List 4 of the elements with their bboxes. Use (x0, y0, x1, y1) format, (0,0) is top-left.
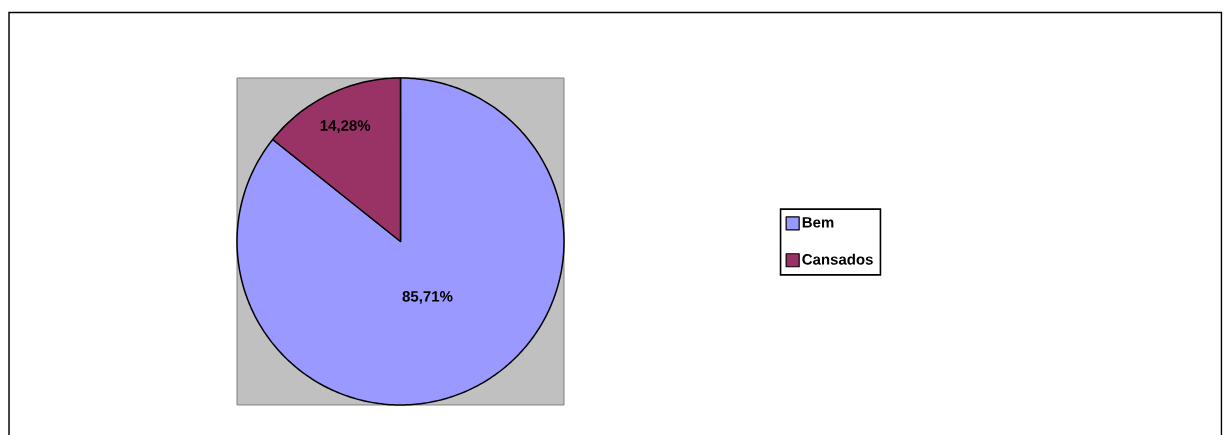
legend-label: Cansados (802, 253, 873, 265)
legend-label: Bem (802, 217, 834, 228)
data-label: 14,28% (320, 120, 371, 133)
data-label: 85,71% (402, 291, 453, 304)
